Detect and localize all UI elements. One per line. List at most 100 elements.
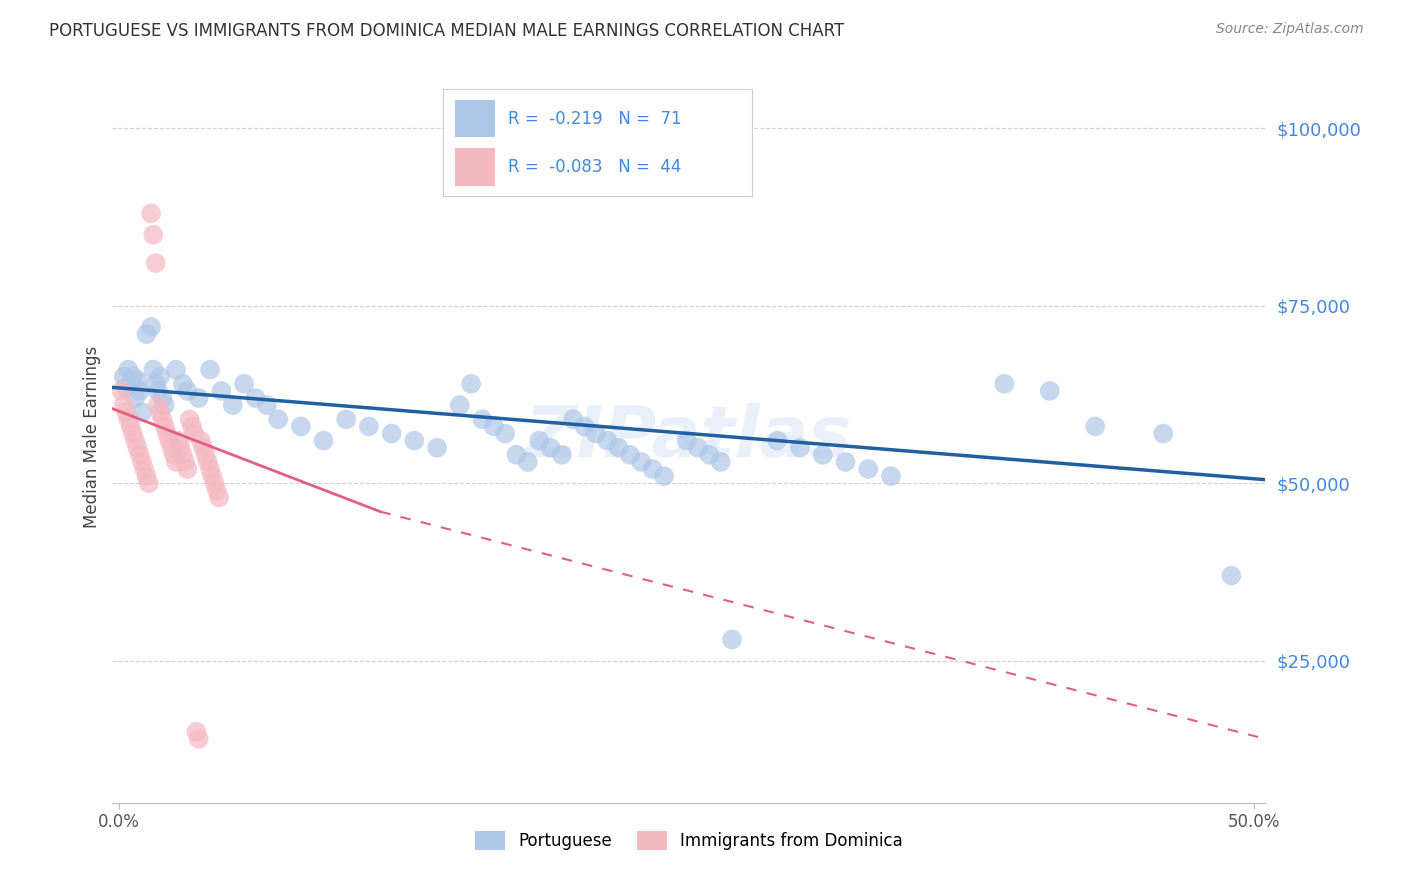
Point (197, 455, 219, 469)
Point (721, 632, 744, 647)
Point (152, 391, 174, 405)
Text: PORTUGUESE VS IMMIGRANTS FROM DOMINICA MEDIAN MALE EARNINGS CORRELATION CHART: PORTUGUESE VS IMMIGRANTS FROM DOMINICA M… (49, 22, 845, 40)
Text: R =  -0.083   N =  44: R = -0.083 N = 44 (508, 158, 682, 176)
Point (165, 362, 187, 376)
Point (641, 462, 664, 476)
Point (163, 448, 186, 462)
Point (201, 469, 224, 483)
Point (630, 455, 652, 469)
Point (153, 419, 176, 434)
Point (180, 419, 202, 434)
Point (128, 448, 150, 462)
Y-axis label: Median Male Earnings: Median Male Earnings (83, 346, 101, 528)
Point (834, 455, 856, 469)
Point (811, 448, 834, 462)
Point (146, 398, 169, 412)
Point (131, 405, 153, 419)
Point (146, 384, 169, 398)
Point (169, 441, 191, 455)
Point (205, 483, 228, 498)
Point (145, 376, 167, 391)
Point (993, 376, 1015, 391)
Point (176, 384, 198, 398)
Point (124, 391, 146, 405)
Point (208, 491, 231, 505)
Point (165, 455, 187, 469)
Point (1084, 419, 1107, 434)
Text: R =  -0.219   N =  71: R = -0.219 N = 71 (508, 110, 682, 128)
Point (152, 412, 174, 426)
Point (1152, 426, 1174, 441)
Point (710, 455, 733, 469)
Point (766, 434, 789, 448)
Point (127, 373, 149, 387)
Point (117, 362, 139, 376)
Point (482, 419, 505, 434)
Point (149, 369, 172, 384)
Point (209, 384, 232, 398)
Point (127, 441, 149, 455)
Point (135, 469, 157, 483)
Point (157, 434, 180, 448)
Point (167, 434, 190, 448)
Point (551, 448, 574, 462)
Point (290, 419, 312, 434)
Point (335, 412, 357, 426)
Point (112, 369, 135, 384)
Point (187, 391, 209, 405)
Point (222, 398, 245, 412)
Point (675, 434, 697, 448)
Point (149, 405, 172, 419)
Point (115, 405, 138, 419)
Point (426, 441, 449, 455)
Point (176, 462, 198, 476)
Point (699, 448, 721, 462)
Point (139, 320, 162, 334)
Point (858, 462, 880, 476)
Point (245, 391, 267, 405)
Point (585, 426, 607, 441)
Point (619, 448, 641, 462)
Point (574, 419, 596, 434)
Point (449, 398, 471, 412)
Point (880, 469, 903, 483)
Point (562, 412, 585, 426)
Point (267, 412, 290, 426)
Point (190, 434, 212, 448)
Point (540, 441, 562, 455)
Point (186, 724, 208, 739)
Point (516, 455, 538, 469)
Point (153, 398, 176, 412)
Point (172, 448, 194, 462)
Point (256, 398, 278, 412)
Point (357, 419, 380, 434)
Point (128, 384, 150, 398)
Point (115, 380, 138, 394)
Point (117, 412, 139, 426)
Point (112, 398, 135, 412)
Point (124, 434, 146, 448)
Point (1220, 568, 1243, 582)
Point (596, 434, 619, 448)
Point (505, 448, 527, 462)
Point (139, 206, 162, 220)
Point (183, 426, 205, 441)
Text: Source: ZipAtlas.com: Source: ZipAtlas.com (1216, 22, 1364, 37)
Point (460, 376, 482, 391)
Text: ZIPatlas: ZIPatlas (526, 402, 852, 472)
Point (607, 441, 630, 455)
Point (142, 362, 165, 376)
Point (1039, 384, 1062, 398)
Point (174, 455, 197, 469)
Point (120, 419, 142, 434)
Point (156, 426, 179, 441)
Point (652, 469, 675, 483)
Point (381, 426, 404, 441)
Legend: Portuguese, Immigrants from Dominica: Portuguese, Immigrants from Dominica (468, 824, 910, 856)
Point (233, 376, 256, 391)
Point (179, 412, 201, 426)
Point (494, 426, 516, 441)
Point (312, 434, 335, 448)
Point (198, 362, 221, 376)
Point (686, 441, 709, 455)
